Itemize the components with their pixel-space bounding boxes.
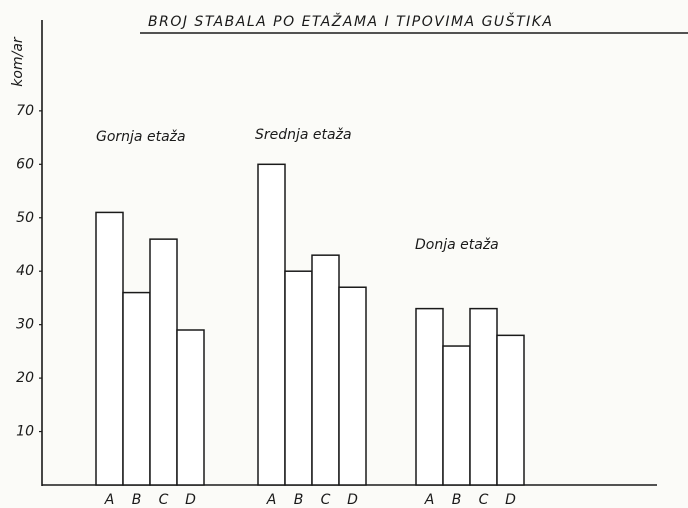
x-tick-label: A bbox=[104, 492, 115, 508]
bar bbox=[257, 163, 286, 486]
x-tick-label: B bbox=[452, 492, 462, 508]
bar bbox=[338, 286, 367, 486]
x-tick-label: D bbox=[505, 492, 516, 508]
y-tick-label: 30 bbox=[16, 317, 34, 333]
bar bbox=[469, 307, 498, 486]
bar bbox=[176, 329, 205, 486]
x-tick-label: B bbox=[294, 492, 304, 508]
y-tick-label: 70 bbox=[16, 103, 34, 119]
y-tick-label: 20 bbox=[16, 370, 34, 386]
group-label: Donja etaža bbox=[415, 237, 499, 253]
y-tick-label: 60 bbox=[16, 156, 34, 172]
bar bbox=[415, 307, 444, 486]
x-tick-label: C bbox=[479, 492, 489, 508]
x-tick-label: C bbox=[159, 492, 169, 508]
group-label: Srednja etaža bbox=[255, 127, 352, 143]
x-tick-label: D bbox=[185, 492, 196, 508]
y-tick-label: 10 bbox=[16, 424, 34, 440]
bar bbox=[284, 270, 313, 486]
group-label: Gornja etaža bbox=[96, 129, 186, 145]
bar bbox=[95, 211, 124, 486]
x-tick-label: A bbox=[266, 492, 277, 508]
bar bbox=[122, 291, 151, 486]
x-tick-label: D bbox=[347, 492, 358, 508]
x-tick-label: C bbox=[321, 492, 331, 508]
bar bbox=[496, 334, 525, 486]
y-tick-label: 50 bbox=[16, 210, 34, 226]
bar bbox=[442, 345, 471, 486]
x-tick-label: B bbox=[132, 492, 142, 508]
x-tick-label: A bbox=[424, 492, 435, 508]
y-axis-label: kom/ar bbox=[10, 36, 26, 87]
y-tick-label: 40 bbox=[16, 263, 34, 279]
chart-title: BROJ STABALA PO ETAŽAMA I TIPOVIMA GUŠTI… bbox=[148, 12, 554, 30]
bar bbox=[311, 254, 340, 486]
bar bbox=[149, 238, 178, 486]
